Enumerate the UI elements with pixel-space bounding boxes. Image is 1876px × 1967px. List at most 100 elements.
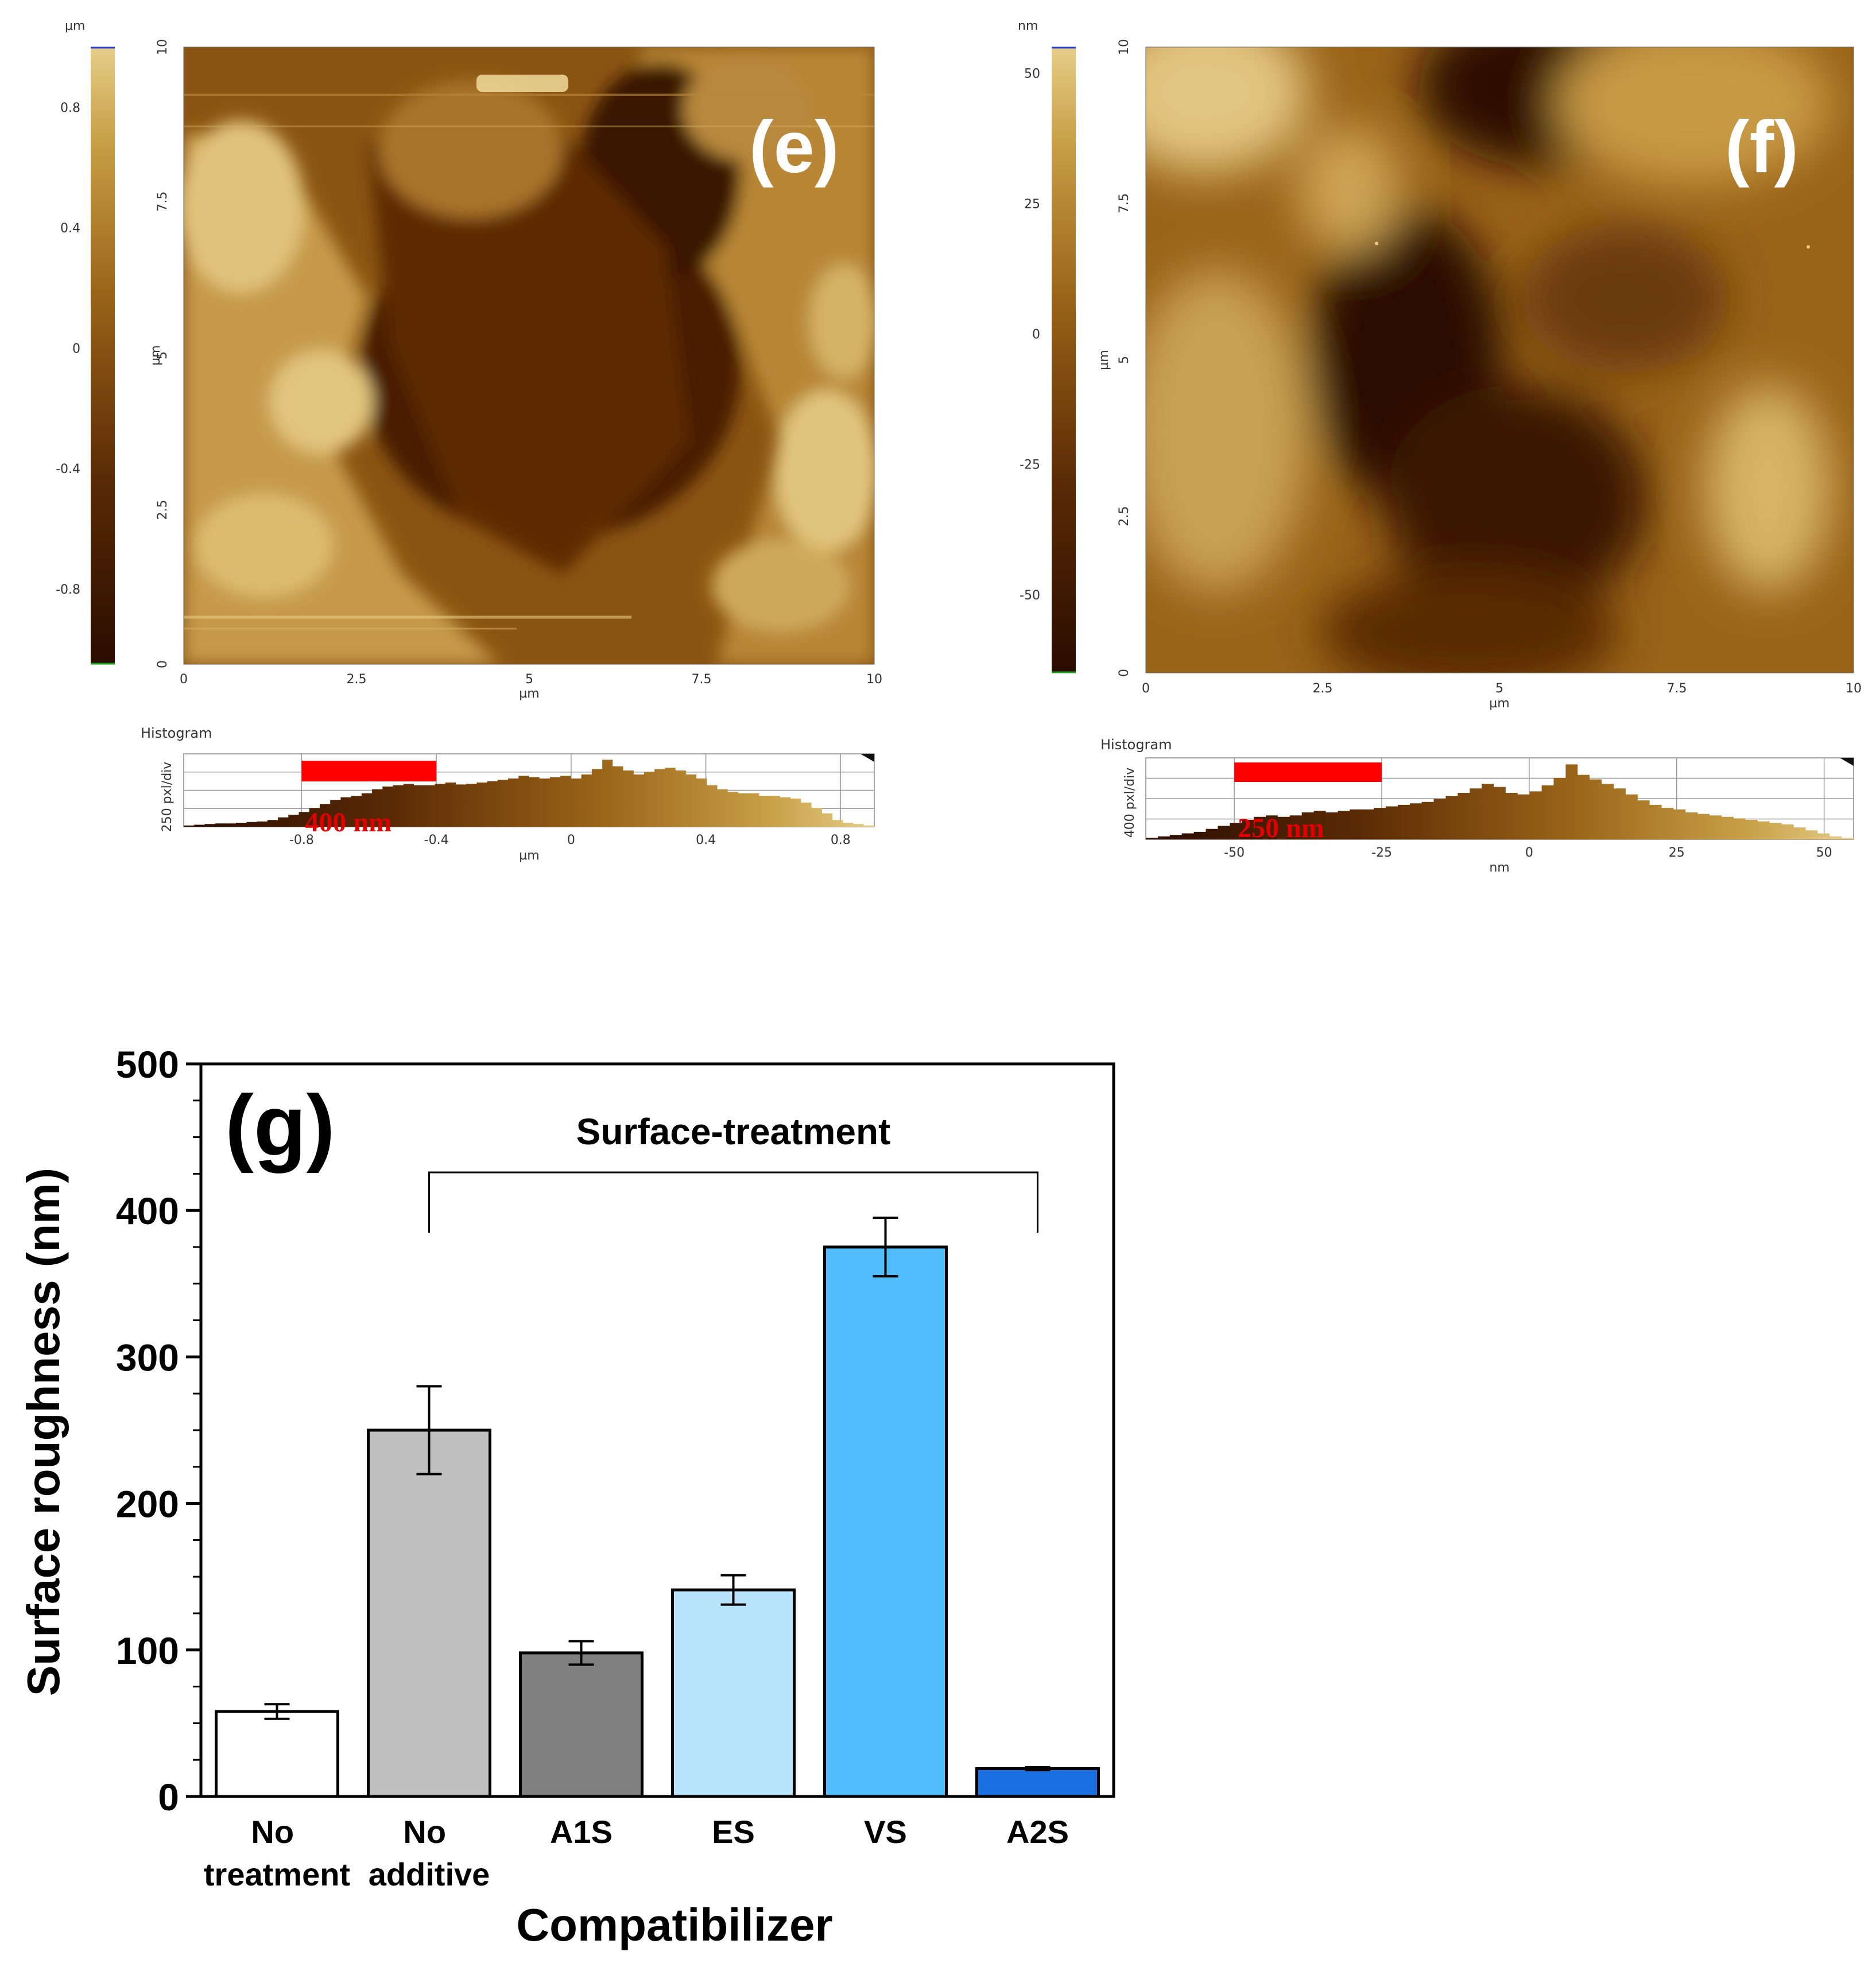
colorbar-e-tick: 0 xyxy=(72,342,80,356)
colorbar-e-tick: 0.8 xyxy=(60,101,80,115)
afm-f-x-tick: 10 xyxy=(1846,682,1862,696)
afm-f-y-tick: 10 xyxy=(1117,39,1131,55)
bracket-line xyxy=(428,1171,1038,1233)
histogram-max-marker xyxy=(861,754,874,762)
chart-g-y-tick-labels: 0 100 200 300 400 500 xyxy=(116,1043,179,1818)
afm-e-x-tick: 0 xyxy=(180,672,188,687)
histogram-e-scale-bar xyxy=(301,761,437,781)
chart-g-error-bars xyxy=(264,1216,1051,1772)
x-category-label-line: A2S xyxy=(1006,1814,1069,1850)
afm-e-x-tick: 10 xyxy=(866,672,882,687)
histogram-f-x-tick: 50 xyxy=(1816,846,1832,860)
histogram-f-scale-label: 250 nm xyxy=(1238,813,1324,843)
y-tick-label: 300 xyxy=(116,1336,179,1379)
x-category-label: No treatment xyxy=(204,1814,350,1892)
x-category-label: No additive xyxy=(369,1814,490,1892)
afm-panel-e: µm 0.8 0.4 0 -0.4 -0.8 µm 10 7.5 5 2.5 0 xyxy=(56,19,882,863)
afm-e-y-tick: 0 xyxy=(156,660,170,668)
histogram-e xyxy=(183,753,875,827)
x-category-label: VS xyxy=(864,1814,907,1850)
histogram-e-x-tick: 0 xyxy=(567,833,575,847)
bar xyxy=(215,1710,339,1798)
histogram-e-x-tick: -0.4 xyxy=(424,833,449,847)
y-tick-label: 500 xyxy=(116,1043,179,1086)
colorbar-e-tick: -0.8 xyxy=(56,583,80,597)
surface-treatment-label: Surface-treatment xyxy=(576,1111,891,1152)
afm-e-x-tick: 7.5 xyxy=(692,672,712,687)
colorbar-f-ticks: 50 25 0 -25 -50 xyxy=(1020,67,1040,602)
bar xyxy=(367,1428,491,1798)
afm-e-y-tick: 10 xyxy=(156,39,170,55)
histogram-e-title: Histogram xyxy=(141,725,212,741)
afm-e-x-tick: 2.5 xyxy=(347,672,367,687)
afm-e-panel-label: (e) xyxy=(749,106,839,188)
bar xyxy=(823,1245,948,1798)
chart-g-x-tick-labels: No treatment No additive A1S ES VS A2S xyxy=(204,1814,1069,1892)
afm-f-x-tick: 0 xyxy=(1142,682,1150,696)
histogram-e-x-tick: 0.4 xyxy=(696,833,716,847)
histogram-f-x-ticks: -50 -25 0 25 50 xyxy=(1224,846,1832,860)
histogram-e-x-tick: 0.8 xyxy=(831,833,851,847)
afm-f-x-tick: 5 xyxy=(1495,682,1503,696)
afm-f-y-tick: 7.5 xyxy=(1117,193,1131,214)
afm-e-x-ticks: 0 2.5 5 7.5 10 xyxy=(180,672,882,687)
colorbar-f-unit: nm xyxy=(1018,19,1038,33)
chart-g-frame xyxy=(199,1062,1115,1798)
x-category-label-line: treatment xyxy=(204,1856,350,1892)
bar-chart-g: (g) 0 100 200 300 400 500 No treatment N… xyxy=(18,1043,1115,1950)
colorbar-f-tick: 0 xyxy=(1032,328,1040,342)
afm-f-x-ticks: 0 2.5 5 7.5 10 xyxy=(1142,682,1862,696)
chart-g-panel-label: (g) xyxy=(225,1077,335,1174)
colorbar-f-tick: -50 xyxy=(1020,588,1040,603)
afm-f-x-tick: 2.5 xyxy=(1313,682,1333,696)
y-tick-label: 100 xyxy=(116,1629,179,1672)
histogram-f-title: Histogram xyxy=(1100,737,1172,753)
histogram-profile xyxy=(1146,764,1854,839)
histogram-f-xlabel: nm xyxy=(1489,861,1509,875)
bar xyxy=(671,1588,796,1798)
colorbar-e xyxy=(91,47,115,664)
afm-f-image xyxy=(1146,47,1854,673)
bar xyxy=(519,1651,644,1798)
afm-f-x-label: µm xyxy=(1489,696,1509,711)
histogram-e-xlabel: µm xyxy=(519,849,539,863)
afm-f-panel-label: (f) xyxy=(1725,106,1799,188)
histogram-e-scale-label: 400 nm xyxy=(305,807,392,838)
afm-e-y-tick: 2.5 xyxy=(156,500,170,520)
histogram-f-x-tick: 0 xyxy=(1525,846,1533,860)
afm-e-image xyxy=(184,47,874,664)
afm-e-y-tick: 7.5 xyxy=(156,192,170,212)
colorbar-e-unit: µm xyxy=(65,19,85,33)
colorbar-e-tick: 0.4 xyxy=(60,222,80,236)
colorbar-e-tick: -0.4 xyxy=(56,462,80,477)
histogram-e-ylabel: 250 pxl/div xyxy=(160,762,175,833)
x-category-label: A1S xyxy=(550,1814,613,1850)
y-tick-label: 0 xyxy=(158,1776,179,1818)
afm-f-y-tick: 5 xyxy=(1117,356,1131,364)
histogram-e-x-ticks: -0.8 -0.4 0 0.4 0.8 xyxy=(289,833,851,847)
chart-g-y-axis-label: Surface roughness (nm) xyxy=(18,1168,69,1696)
histogram-f-scale-bar xyxy=(1234,762,1382,782)
afm-f-y-label: µm xyxy=(1097,350,1111,370)
afm-f-y-tick: 0 xyxy=(1117,669,1131,677)
x-category-label-line: No xyxy=(251,1814,294,1850)
histogram-e-x-tick: -0.8 xyxy=(289,833,314,847)
afm-e-x-label: µm xyxy=(519,687,539,701)
colorbar-f-tick: 50 xyxy=(1024,67,1040,81)
chart-g-bars xyxy=(215,1245,1100,1798)
x-category-label-line: additive xyxy=(369,1856,490,1892)
bar xyxy=(975,1767,1100,1798)
afm-f-y-tick: 2.5 xyxy=(1117,506,1131,526)
histogram-profile xyxy=(184,760,874,827)
histogram-f-x-tick: -50 xyxy=(1224,846,1245,860)
x-category-label-line: ES xyxy=(712,1814,755,1850)
afm-e-y-tick: 5 xyxy=(156,351,170,359)
colorbar-e-ticks: 0.8 0.4 0 -0.4 -0.8 xyxy=(56,101,80,597)
colorbar-f-tick: -25 xyxy=(1020,458,1040,473)
x-category-label: ES xyxy=(712,1814,755,1850)
histogram-f xyxy=(1145,757,1854,840)
colorbar-f xyxy=(1052,47,1076,673)
x-category-label-line: A1S xyxy=(550,1814,613,1850)
x-category-label: A2S xyxy=(1006,1814,1069,1850)
